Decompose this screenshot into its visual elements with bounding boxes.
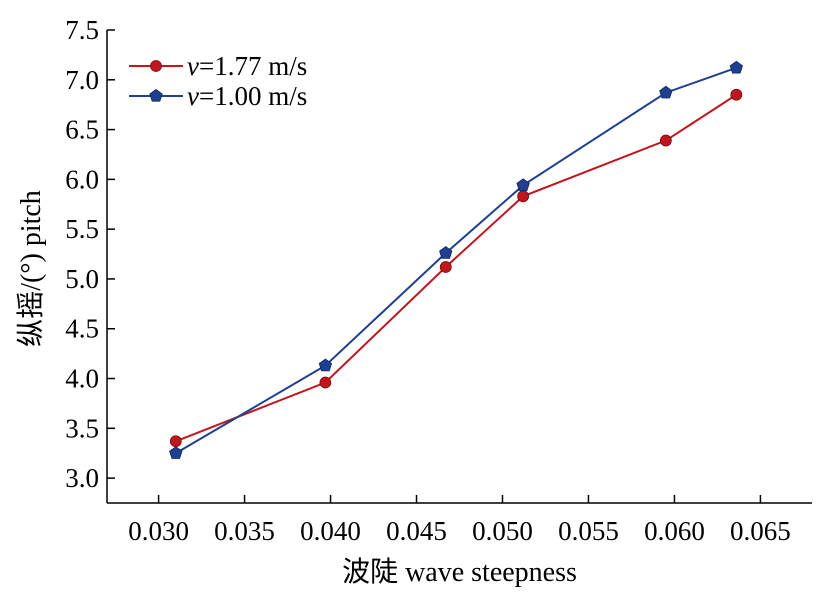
x-axis-ticks: 0.030 0.035 0.040 0.045 0.050 0.055 0.060 0.065 bbox=[128, 495, 791, 546]
legend-label-value: =1.00 m/s bbox=[199, 81, 307, 111]
legend: v=1.77 m/sv=1.00 m/s bbox=[129, 51, 307, 111]
series-1-point bbox=[439, 261, 452, 273]
y-tick-label: 5.0 bbox=[65, 264, 99, 294]
y-axis-ticks: 3.0 3.5 4.0 4.5 5.0 5.5 6.0 6.5 7.0 7.5 bbox=[65, 15, 115, 493]
legend-label-2: v=1.00 m/s bbox=[187, 81, 307, 111]
y-tick-label: 7.0 bbox=[65, 65, 99, 95]
series-2 bbox=[169, 60, 743, 459]
series-1-point bbox=[169, 435, 182, 448]
x-tick-label: 0.035 bbox=[214, 516, 275, 546]
series-2-point bbox=[439, 246, 453, 259]
x-tick-label: 0.030 bbox=[128, 516, 189, 546]
series-2-point bbox=[516, 178, 530, 192]
series-1 bbox=[169, 88, 743, 448]
y-tick-label: 5.5 bbox=[65, 214, 99, 244]
series-1-point bbox=[730, 88, 743, 101]
series-2-point bbox=[318, 358, 333, 372]
legend-marker-2 bbox=[149, 89, 163, 102]
x-tick-label: 0.065 bbox=[730, 516, 791, 546]
y-tick-label: 4.0 bbox=[65, 364, 99, 394]
legend-marker-1 bbox=[150, 60, 162, 72]
legend-label-1: v=1.77 m/s bbox=[187, 51, 307, 81]
x-tick-label: 0.045 bbox=[386, 516, 447, 546]
y-tick-label: 4.5 bbox=[65, 314, 99, 344]
legend-label-value: =1.77 m/s bbox=[199, 51, 307, 81]
axes bbox=[106, 30, 812, 504]
x-axis-title: 波陡 wave steepness bbox=[342, 556, 577, 588]
y-tick-label: 6.5 bbox=[65, 115, 99, 145]
x-tick-label: 0.055 bbox=[558, 516, 619, 546]
y-tick-label: 7.5 bbox=[65, 15, 99, 45]
series-2-line bbox=[175, 66, 737, 455]
y-tick-label: 3.5 bbox=[65, 413, 99, 443]
y-axis-title: 纵摇/(°) pitch bbox=[15, 190, 47, 347]
series-layer bbox=[169, 60, 743, 459]
x-tick-label: 0.060 bbox=[644, 516, 705, 546]
x-tick-label: 0.050 bbox=[472, 516, 533, 546]
series-1-point bbox=[517, 190, 530, 203]
series-1-point bbox=[319, 376, 332, 389]
y-tick-label: 3.0 bbox=[65, 463, 99, 493]
y-tick-label: 6.0 bbox=[65, 164, 99, 194]
series-2-point bbox=[659, 85, 673, 99]
series-1-point bbox=[659, 134, 672, 147]
x-tick-label: 0.040 bbox=[300, 516, 361, 546]
series-2-point bbox=[169, 446, 183, 459]
series-1-line bbox=[175, 93, 737, 443]
legend-label-symbol: v bbox=[187, 51, 199, 81]
series-2-point bbox=[729, 60, 743, 74]
legend-label-symbol: v bbox=[187, 81, 199, 111]
